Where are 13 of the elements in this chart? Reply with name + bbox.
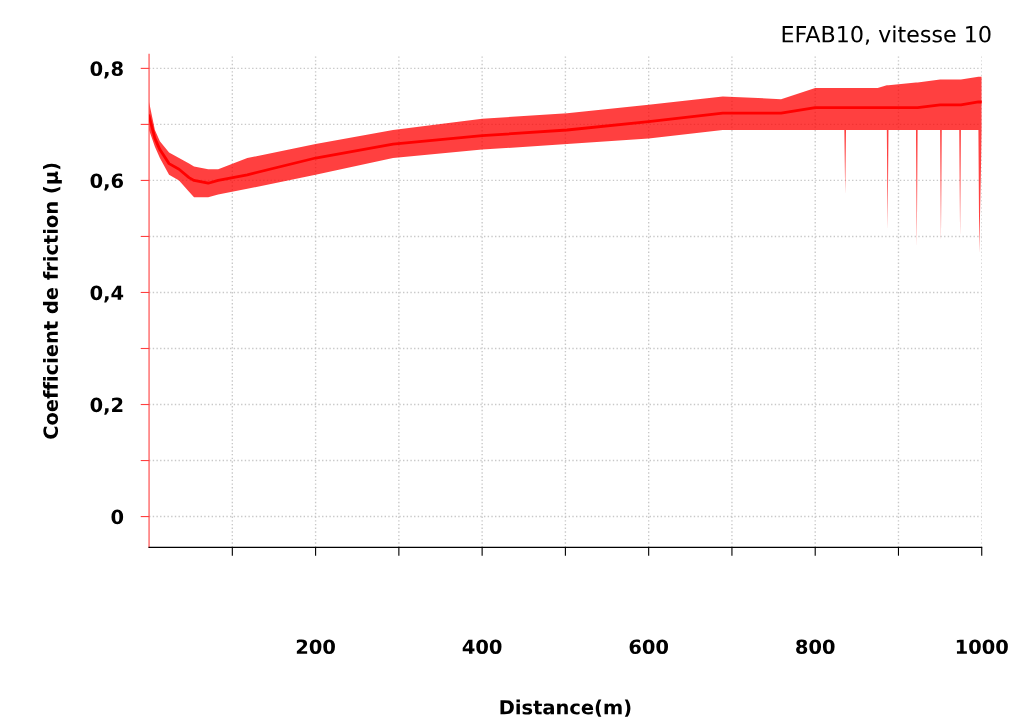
- x-tick-label: 400: [462, 639, 502, 655]
- x-tick-label: 600: [629, 639, 669, 655]
- y-tick-label: 0,6: [90, 173, 124, 191]
- x-axis-title: Distance(m): [500, 699, 631, 717]
- x-tick-label: 1000: [956, 639, 1008, 655]
- x-tick-label: 200: [296, 639, 335, 655]
- y-tick-label: 0,8: [90, 61, 123, 79]
- y-axis-title: Coefficient de friction (µ): [43, 163, 62, 439]
- y-tick-label: 0,2: [90, 397, 123, 415]
- x-tick-label: 800: [796, 639, 835, 655]
- y-tick-label: 0,4: [90, 285, 124, 303]
- y-tick-label: 0: [111, 509, 124, 525]
- chart-title: EFAB10, vitesse 10: [782, 25, 991, 45]
